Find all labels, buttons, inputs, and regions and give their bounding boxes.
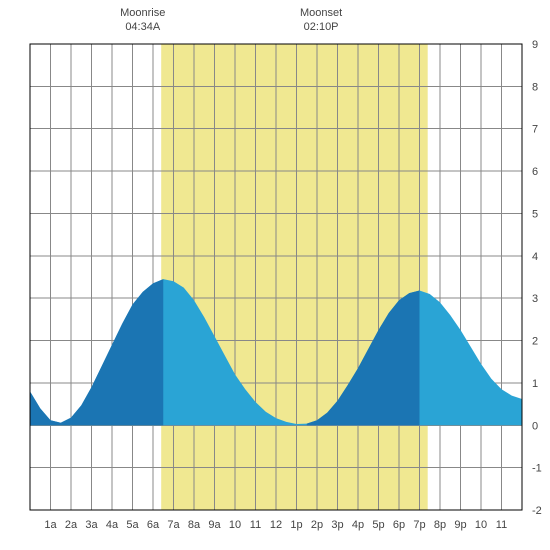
- svg-text:7: 7: [532, 124, 538, 136]
- svg-text:7a: 7a: [167, 519, 180, 531]
- tide-chart: 1a2a3a4a5a6a7a8a9a1011121p2p3p4p5p6p7p8p…: [0, 0, 550, 550]
- svg-text:9: 9: [532, 39, 538, 51]
- svg-text:3p: 3p: [331, 519, 343, 531]
- svg-text:4p: 4p: [352, 519, 364, 531]
- svg-text:0: 0: [532, 420, 538, 432]
- svg-text:5: 5: [532, 208, 538, 220]
- svg-text:12: 12: [270, 519, 282, 531]
- chart-svg: 1a2a3a4a5a6a7a8a9a1011121p2p3p4p5p6p7p8p…: [0, 0, 550, 550]
- svg-text:1p: 1p: [290, 519, 302, 531]
- svg-text:6: 6: [532, 166, 538, 178]
- svg-text:2p: 2p: [311, 519, 323, 531]
- svg-text:7p: 7p: [413, 519, 425, 531]
- svg-text:3a: 3a: [85, 519, 98, 531]
- svg-text:11: 11: [496, 519, 507, 531]
- header-time: 04:34A: [125, 21, 161, 33]
- header-title: Moonrise: [120, 7, 165, 19]
- svg-text:-1: -1: [532, 463, 542, 475]
- svg-text:4a: 4a: [106, 519, 119, 531]
- svg-text:9p: 9p: [454, 519, 466, 531]
- svg-text:2a: 2a: [65, 519, 78, 531]
- svg-text:5a: 5a: [126, 519, 139, 531]
- svg-text:10: 10: [229, 519, 241, 531]
- svg-text:-2: -2: [532, 505, 542, 517]
- svg-text:8: 8: [532, 81, 538, 93]
- svg-text:10: 10: [475, 519, 487, 531]
- svg-text:8p: 8p: [434, 519, 446, 531]
- header-time: 02:10P: [304, 21, 339, 33]
- svg-text:8a: 8a: [188, 519, 201, 531]
- svg-text:4: 4: [532, 251, 538, 263]
- svg-text:5p: 5p: [372, 519, 384, 531]
- svg-text:6p: 6p: [393, 519, 405, 531]
- svg-text:9a: 9a: [208, 519, 221, 531]
- svg-text:2: 2: [532, 336, 538, 348]
- svg-text:3: 3: [532, 293, 538, 305]
- svg-text:1a: 1a: [44, 519, 57, 531]
- svg-text:6a: 6a: [147, 519, 160, 531]
- header-title: Moonset: [300, 7, 342, 19]
- svg-text:1: 1: [532, 378, 538, 390]
- svg-text:11: 11: [250, 519, 261, 531]
